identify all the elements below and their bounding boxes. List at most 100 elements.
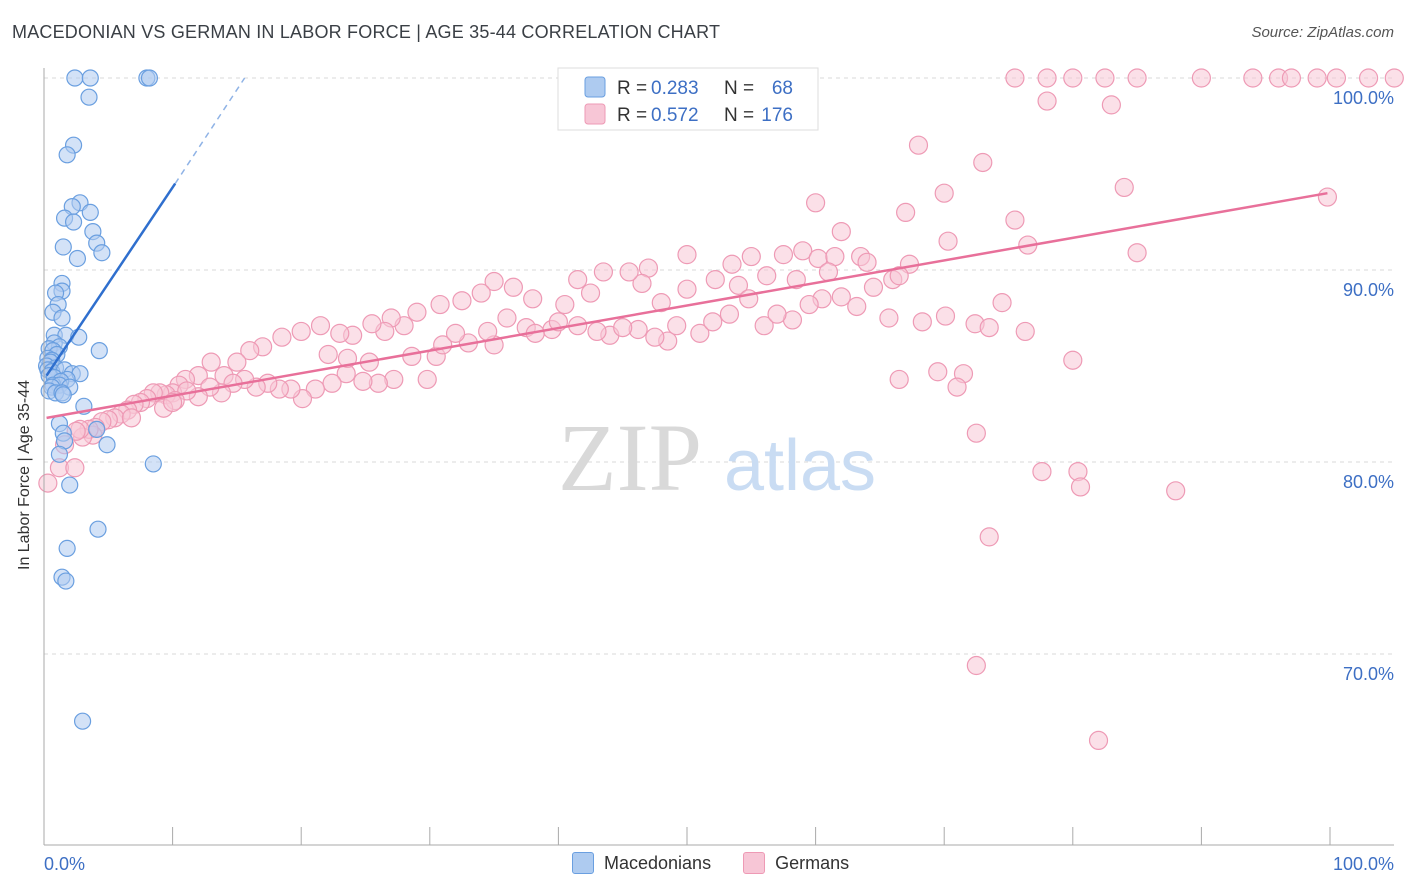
german-point[interactable] [1005, 210, 1025, 230]
german-point[interactable] [667, 316, 687, 336]
german-point[interactable] [1326, 68, 1347, 88]
german-point[interactable] [889, 369, 909, 390]
german-point[interactable] [523, 289, 543, 309]
german-point[interactable] [1063, 350, 1083, 370]
german-point[interactable] [503, 277, 523, 297]
german-point[interactable] [1070, 477, 1091, 497]
german-point[interactable] [291, 321, 311, 342]
german-point[interactable] [1307, 68, 1327, 88]
legend-item-macedonians[interactable]: Macedonians [572, 852, 711, 874]
german-point[interactable] [966, 423, 986, 443]
macedonian-point[interactable] [58, 146, 76, 164]
macedonian-point[interactable] [140, 69, 159, 87]
german-point[interactable] [353, 371, 373, 391]
german-point[interactable] [1095, 68, 1115, 88]
german-point[interactable] [227, 352, 247, 372]
german-point[interactable] [831, 287, 851, 307]
german-point[interactable] [1101, 95, 1121, 115]
german-point[interactable] [690, 323, 710, 343]
german-point[interactable] [1281, 68, 1302, 88]
german-point[interactable] [1127, 243, 1147, 263]
german-point[interactable] [793, 241, 813, 261]
german-point[interactable] [1114, 177, 1134, 198]
macedonian-point[interactable] [66, 69, 84, 87]
macedonian-point[interactable] [53, 309, 71, 327]
german-point[interactable] [587, 321, 607, 342]
german-point[interactable] [613, 318, 633, 338]
german-point[interactable] [1032, 462, 1052, 482]
macedonian-point[interactable] [57, 572, 75, 590]
german-point[interactable] [619, 262, 639, 282]
german-point[interactable] [484, 271, 504, 292]
macedonian-point[interactable] [90, 342, 108, 360]
german-point[interactable] [831, 222, 851, 242]
german-point[interactable] [445, 323, 466, 343]
german-point[interactable] [857, 252, 877, 272]
german-point[interactable] [471, 283, 491, 303]
german-point[interactable] [1088, 730, 1109, 751]
german-point[interactable] [677, 279, 697, 299]
german-point[interactable] [938, 231, 958, 251]
german-point[interactable] [305, 379, 325, 399]
german-point[interactable] [767, 304, 787, 324]
macedonian-point[interactable] [81, 203, 99, 221]
german-point[interactable] [677, 245, 697, 265]
german-point[interactable] [973, 152, 993, 173]
german-point[interactable] [430, 294, 450, 315]
german-point[interactable] [947, 377, 967, 397]
german-point[interactable] [580, 283, 601, 303]
macedonian-point[interactable] [88, 420, 106, 438]
german-point[interactable] [1015, 321, 1035, 342]
german-point[interactable] [497, 308, 517, 328]
macedonian-point[interactable] [144, 455, 162, 473]
german-point[interactable] [38, 473, 58, 493]
german-point[interactable] [805, 193, 826, 213]
german-point[interactable] [452, 291, 472, 311]
german-point[interactable] [879, 308, 899, 328]
german-point[interactable] [979, 527, 999, 547]
macedonian-point[interactable] [81, 69, 99, 87]
german-point[interactable] [757, 266, 777, 286]
macedonian-point[interactable] [64, 213, 83, 231]
german-point[interactable] [889, 266, 909, 286]
german-point[interactable] [645, 327, 665, 347]
german-point[interactable] [593, 262, 614, 282]
german-point[interactable] [703, 312, 723, 332]
macedonian-point[interactable] [80, 88, 98, 106]
german-point[interactable] [201, 352, 221, 372]
macedonian-point[interactable] [73, 712, 92, 730]
macedonian-point[interactable] [68, 249, 87, 268]
german-point[interactable] [555, 294, 575, 315]
legend-item-germans[interactable]: Germans [743, 852, 849, 874]
german-point[interactable] [1384, 68, 1404, 88]
german-point[interactable] [1243, 68, 1263, 88]
german-point[interactable] [318, 344, 338, 365]
german-point[interactable] [786, 270, 806, 290]
german-point[interactable] [847, 296, 867, 317]
german-point[interactable] [322, 373, 342, 393]
german-point[interactable] [818, 262, 839, 282]
german-point[interactable] [1166, 481, 1186, 501]
german-point[interactable] [966, 655, 986, 676]
german-point[interactable] [632, 273, 652, 294]
german-point[interactable] [773, 245, 794, 265]
german-point[interactable] [568, 270, 588, 290]
german-point[interactable] [754, 316, 774, 336]
macedonian-point[interactable] [89, 520, 107, 538]
german-point[interactable] [908, 135, 929, 155]
german-point[interactable] [728, 275, 749, 295]
german-point[interactable] [863, 277, 884, 297]
german-point[interactable] [1037, 68, 1057, 88]
german-point[interactable] [912, 312, 932, 332]
german-point[interactable] [337, 348, 358, 368]
german-point[interactable] [240, 341, 260, 361]
german-point[interactable] [1191, 68, 1212, 88]
german-point[interactable] [719, 304, 740, 324]
german-point[interactable] [705, 270, 725, 290]
macedonian-point[interactable] [58, 539, 76, 558]
macedonian-point[interactable] [61, 476, 79, 494]
german-point[interactable] [979, 318, 999, 338]
german-point[interactable] [407, 302, 427, 322]
german-point[interactable] [163, 392, 183, 413]
german-point[interactable] [417, 369, 437, 390]
